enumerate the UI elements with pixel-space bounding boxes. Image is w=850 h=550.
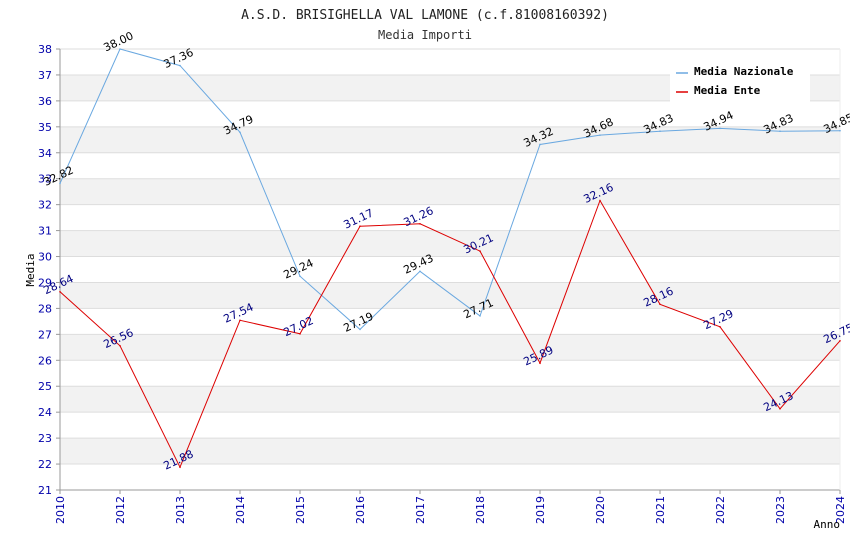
x-tick-label: 2018 xyxy=(474,496,487,524)
y-tick-label: 26 xyxy=(38,354,52,367)
data-point xyxy=(719,326,721,328)
x-tick-label: 2019 xyxy=(534,496,547,524)
x-tick-label: 2016 xyxy=(354,496,367,524)
y-tick-label: 23 xyxy=(38,432,52,445)
grid-band xyxy=(60,334,840,361)
data-label: 38.00 xyxy=(101,29,135,54)
data-point xyxy=(539,362,541,364)
y-tick-label: 27 xyxy=(38,328,52,341)
legend-label-ente: Media Ente xyxy=(694,84,761,97)
x-tick-label: 2013 xyxy=(174,496,187,524)
legend: Media Nazionale Media Ente xyxy=(670,62,810,102)
x-axis-ticks: 2010 2012 2013 2014 2015 2016 2017 2018 2019 2020… xyxy=(54,490,847,524)
data-point xyxy=(599,199,601,202)
grid-band xyxy=(60,178,840,205)
x-axis-label: Anno xyxy=(814,518,841,531)
y-tick-label: 38 xyxy=(38,43,52,56)
legend-label-nazionale: Media Nazionale xyxy=(694,65,794,78)
x-tick-label: 2014 xyxy=(234,496,247,524)
data-point xyxy=(119,344,121,347)
y-tick-label: 21 xyxy=(38,484,52,497)
x-tick-label: 2020 xyxy=(594,496,607,524)
y-axis-ticks: 21 22 23 24 25 26 27 28 29 30 31 32 33 34 35 36 37 38 xyxy=(38,43,60,497)
x-tick-label: 2022 xyxy=(714,496,727,524)
data-point xyxy=(479,250,481,252)
y-tick-label: 32 xyxy=(38,199,52,212)
y-tick-label: 24 xyxy=(38,406,52,419)
y-tick-label: 31 xyxy=(38,225,52,238)
data-point xyxy=(359,225,361,227)
data-point xyxy=(179,64,181,67)
grid-band xyxy=(60,126,840,153)
data-point xyxy=(419,223,421,225)
x-tick-label: 2015 xyxy=(294,496,307,524)
data-point xyxy=(239,131,241,134)
data-point xyxy=(179,466,181,468)
legend-box xyxy=(670,62,810,102)
data-point xyxy=(419,270,421,273)
series-line-media-ente xyxy=(59,199,841,469)
data-point xyxy=(239,319,241,322)
data-point xyxy=(719,127,721,130)
grid-band xyxy=(60,230,840,257)
x-tick-label: 2023 xyxy=(774,496,787,524)
data-point xyxy=(659,130,661,133)
x-tick-label: 2012 xyxy=(114,496,127,524)
data-label: 29.24 xyxy=(281,257,315,282)
y-tick-label: 33 xyxy=(38,173,52,186)
axes xyxy=(59,49,841,491)
x-tick-label: 2021 xyxy=(654,496,667,524)
x-tick-label: 2017 xyxy=(414,496,427,524)
chart-title: A.S.D. BRISIGHELLA VAL LAMONE (c.f.81008… xyxy=(241,8,609,23)
data-point xyxy=(779,130,781,133)
y-tick-label: 22 xyxy=(38,458,52,471)
series-line-media-nazionale xyxy=(59,48,841,331)
y-tick-label: 30 xyxy=(38,251,52,264)
data-point xyxy=(299,333,301,335)
data-point xyxy=(479,315,481,317)
data-point xyxy=(59,182,61,185)
y-axis-label: Media xyxy=(24,253,37,286)
y-tick-label: 37 xyxy=(38,69,52,82)
y-tick-label: 25 xyxy=(38,380,52,393)
y-tick-label: 34 xyxy=(38,147,52,160)
y-tick-label: 29 xyxy=(38,276,52,289)
data-point xyxy=(59,291,61,293)
data-point xyxy=(299,275,301,278)
data-label: 37.36 xyxy=(161,46,195,71)
grid-bands xyxy=(60,74,840,465)
x-tick-label: 2010 xyxy=(54,496,67,524)
grid-band xyxy=(60,282,840,309)
x-tick-label: 2024 xyxy=(834,496,847,524)
grid-band xyxy=(60,386,840,413)
chart-subtitle: Media Importi xyxy=(378,28,472,42)
y-tick-label: 28 xyxy=(38,302,52,315)
data-label: 31.26 xyxy=(401,204,435,229)
data-label: 27.29 xyxy=(701,307,735,332)
data-label: 31.17 xyxy=(341,206,375,231)
series-lines xyxy=(59,48,841,469)
data-point xyxy=(119,48,121,50)
data-label: 27.19 xyxy=(341,310,375,335)
data-point xyxy=(599,134,601,136)
y-tick-label: 35 xyxy=(38,121,52,134)
y-tick-label: 36 xyxy=(38,95,52,108)
data-point xyxy=(359,328,361,331)
data-point xyxy=(839,340,841,342)
data-point xyxy=(539,143,541,146)
data-point xyxy=(839,129,841,132)
data-point xyxy=(659,303,661,306)
data-point xyxy=(779,408,781,410)
